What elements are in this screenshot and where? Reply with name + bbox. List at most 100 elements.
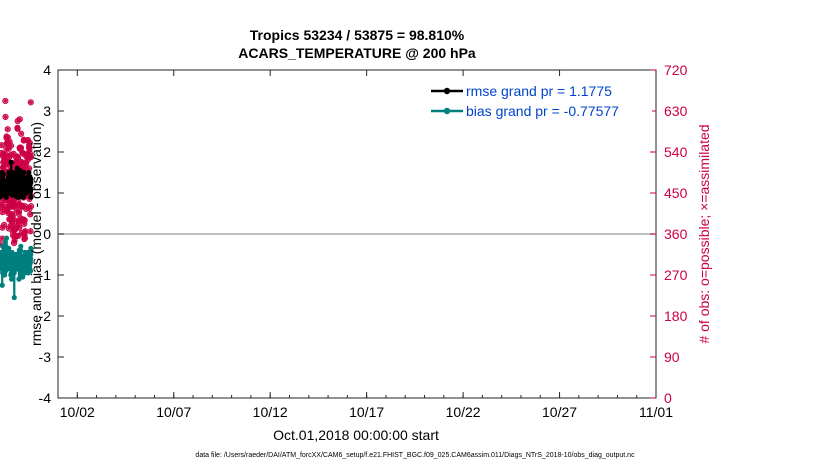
assimilated-obs-marker <box>3 98 8 104</box>
chart-title-line-1: Tropics 53234 / 53875 = 98.810% <box>249 27 465 43</box>
asterisk-stroke <box>2 204 7 209</box>
right-tick-label: 270 <box>664 267 688 283</box>
asterisk-stroke <box>17 117 22 122</box>
rmse-point <box>0 171 6 178</box>
possible-obs-marker <box>0 142 5 149</box>
y-axis-label: rmse and bias (model - observation) <box>28 122 44 346</box>
assimilated-obs-marker <box>5 135 11 140</box>
rmse-series <box>0 159 34 200</box>
asterisk-stroke <box>0 200 4 205</box>
asterisk-stroke <box>22 137 26 142</box>
asterisk-stroke <box>21 165 26 169</box>
assimilated-obs-marker <box>24 160 29 166</box>
asterisk-stroke <box>11 151 16 156</box>
asterisk-stroke <box>12 241 16 245</box>
asterisk-stroke <box>28 100 33 105</box>
assimilated-obs-marker <box>23 206 29 212</box>
asterisk-stroke <box>13 233 17 238</box>
assimilated-obs-marker <box>28 212 33 217</box>
asterisk-stroke <box>27 147 32 152</box>
assimilated-obs-marker <box>0 200 5 205</box>
assimilated-obs-marker <box>18 131 24 136</box>
assimilated-obs-marker <box>25 137 31 143</box>
left-tick-label: 2 <box>43 144 51 160</box>
right-tick-label: 0 <box>664 390 672 406</box>
assimilated-obs-marker <box>11 199 16 205</box>
assimilated-obs-marker <box>12 203 18 208</box>
assimilated-obs-marker <box>11 223 17 228</box>
x-tick-label: 10/27 <box>542 404 577 420</box>
asterisk-stroke <box>15 126 20 131</box>
bias-point <box>28 247 34 253</box>
assimilated-obs-marker <box>28 204 34 209</box>
asterisk-stroke <box>19 146 23 150</box>
x-axis: 10/02 10/07 10/12 10/17 10/22 10/27 11/01 <box>60 70 673 420</box>
left-tick-label: -4 <box>39 390 52 406</box>
asterisk-stroke <box>3 115 8 119</box>
rmse-point <box>8 159 14 165</box>
bias-point <box>17 247 24 253</box>
assimilated-obs-marker <box>5 127 10 132</box>
asterisk-stroke <box>23 229 28 234</box>
asterisk-stroke <box>27 141 32 145</box>
asterisk-stroke <box>5 127 10 132</box>
bias-point <box>2 239 8 245</box>
asterisk-stroke <box>18 216 23 221</box>
assimilated-obs-marker <box>12 238 17 243</box>
bias-point <box>27 260 33 266</box>
asterisk-stroke <box>0 143 4 148</box>
assimilated-obs-marker <box>17 117 22 122</box>
asterisk-stroke <box>22 233 27 237</box>
rmse-point <box>21 169 27 176</box>
assimilated-obs-marker <box>6 146 11 152</box>
asterisk-stroke <box>22 222 27 226</box>
right-tick-label: 360 <box>664 226 688 242</box>
asterisk-stroke <box>17 222 22 226</box>
right-tick-label: 450 <box>664 185 688 201</box>
asterisk-stroke <box>11 223 16 228</box>
asterisk-stroke <box>4 154 8 159</box>
possible-obs-marker <box>27 211 34 218</box>
right-tick-label: 540 <box>664 144 688 160</box>
asterisk-stroke <box>22 218 27 223</box>
assimilated-obs-marker <box>28 100 33 105</box>
legend-bias-marker <box>443 107 451 115</box>
right-tick-label: 720 <box>664 62 688 78</box>
asterisk-stroke <box>28 212 33 217</box>
asterisk-stroke <box>23 204 27 209</box>
asterisk-stroke <box>19 160 24 165</box>
asterisk-stroke <box>19 131 24 136</box>
asterisk-stroke <box>13 203 17 208</box>
assimilated-obs-marker <box>27 151 33 156</box>
assimilated-obs-marker <box>8 143 14 148</box>
asterisk-stroke <box>29 155 33 159</box>
asterisk-stroke <box>2 223 6 227</box>
assimilated-obs-marker <box>17 225 22 230</box>
rmse-point <box>28 176 34 182</box>
legend-bias-label: bias grand pr = -0.77577 <box>466 103 619 119</box>
asterisk-stroke <box>21 151 25 156</box>
rmse-point <box>28 186 34 192</box>
possible-obs-marker <box>27 99 34 106</box>
bias-point <box>6 245 12 251</box>
asterisk-stroke <box>24 207 29 211</box>
asterisk-stroke <box>17 225 22 230</box>
rmse-point <box>26 169 32 176</box>
asterisk-stroke <box>8 223 13 228</box>
asterisk-stroke <box>9 143 13 148</box>
asterisk-stroke <box>14 208 19 213</box>
left-tick-label: -1 <box>39 267 52 283</box>
asterisk-stroke <box>7 139 12 144</box>
assimilated-obs-marker <box>0 236 5 241</box>
asterisk-stroke <box>14 225 19 230</box>
asterisk-stroke <box>27 166 31 171</box>
left-axis: -4 -3 -2 -1 0 1 2 3 4 <box>39 62 64 406</box>
asterisk-stroke <box>8 217 13 221</box>
legend-rmse-marker <box>443 87 451 95</box>
possible-obs-marker <box>2 97 9 105</box>
assimilated-obs-marker <box>22 235 28 241</box>
asterisk-stroke <box>23 236 27 240</box>
x-tick-label: 10/07 <box>156 404 191 420</box>
asterisk-stroke <box>12 238 17 243</box>
